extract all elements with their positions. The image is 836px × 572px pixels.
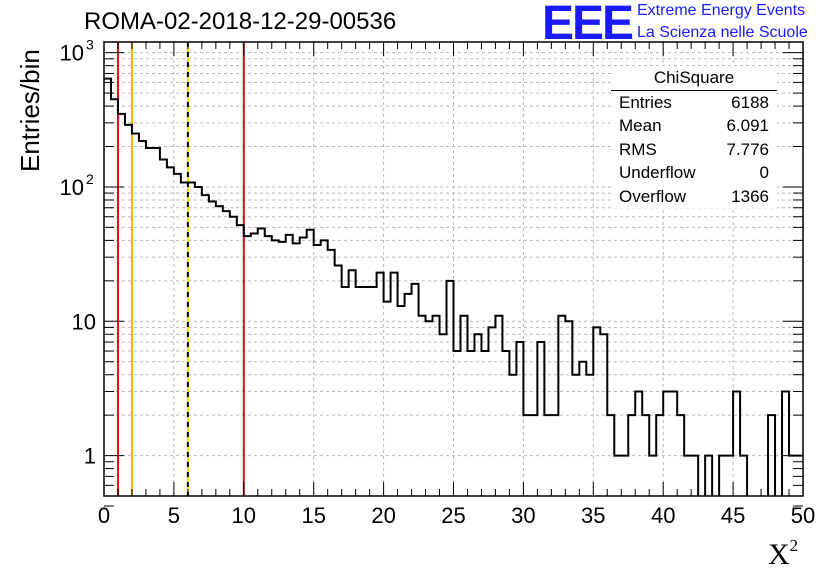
y-tick-label: 10 — [60, 175, 84, 200]
y-tick-label: 10 — [60, 41, 84, 66]
stats-label: Underflow — [619, 163, 696, 182]
x-tick-label: 25 — [441, 503, 465, 528]
y-tick-exponent: 3 — [86, 37, 94, 53]
x-tick-label: 35 — [581, 503, 605, 528]
x-tick-label: 10 — [232, 503, 256, 528]
stats-row-rms: RMS 7.776 — [611, 138, 777, 162]
stats-row-overflow: Overflow 1366 — [611, 185, 777, 209]
x-tick-label: 5 — [168, 503, 180, 528]
stats-value: 0 — [759, 163, 769, 182]
x-tick-label: 0 — [98, 503, 110, 528]
stats-row-underflow: Underflow 0 — [611, 161, 777, 185]
stats-value: 6188 — [731, 92, 769, 112]
eee-logo-mark: EEE — [542, 0, 634, 50]
stats-row-entries: Entries 6188 — [611, 91, 777, 115]
x-tick-label: 40 — [651, 503, 675, 528]
stats-label: Entries — [619, 92, 672, 112]
stats-value: 7.776 — [726, 139, 769, 159]
y-tick-label: 10 — [72, 309, 96, 334]
x-tick-label: 45 — [721, 503, 745, 528]
stats-title: ChiSquare — [611, 66, 777, 91]
logo-line-1: Extreme Energy Events — [637, 2, 806, 19]
y-tick-label: 1 — [84, 444, 96, 469]
stats-value: 1366 — [731, 186, 769, 206]
y-axis-label: Entries/bin — [15, 49, 45, 172]
histogram-series — [104, 77, 803, 496]
chart-title: ROMA-02-2018-12-29-00536 — [84, 8, 397, 35]
logo-line-2: La Scienza nelle Scuole — [637, 24, 808, 41]
x-tick-label: 15 — [301, 503, 325, 528]
x-tick-label: 30 — [511, 503, 535, 528]
stats-value: 6.091 — [726, 116, 769, 135]
stats-label: RMS — [619, 139, 657, 159]
y-tick-exponent: 2 — [86, 171, 94, 187]
stats-label: Overflow — [619, 186, 687, 206]
stats-label: Mean — [619, 116, 662, 135]
x-tick-label: 20 — [371, 503, 395, 528]
x-axis-label: X2 — [768, 536, 799, 571]
stats-box: ChiSquare Entries 6188 Mean 6.091 RMS 7.… — [611, 66, 777, 208]
x-tick-label: 50 — [791, 503, 815, 528]
stats-row-mean: Mean 6.091 — [611, 114, 777, 138]
